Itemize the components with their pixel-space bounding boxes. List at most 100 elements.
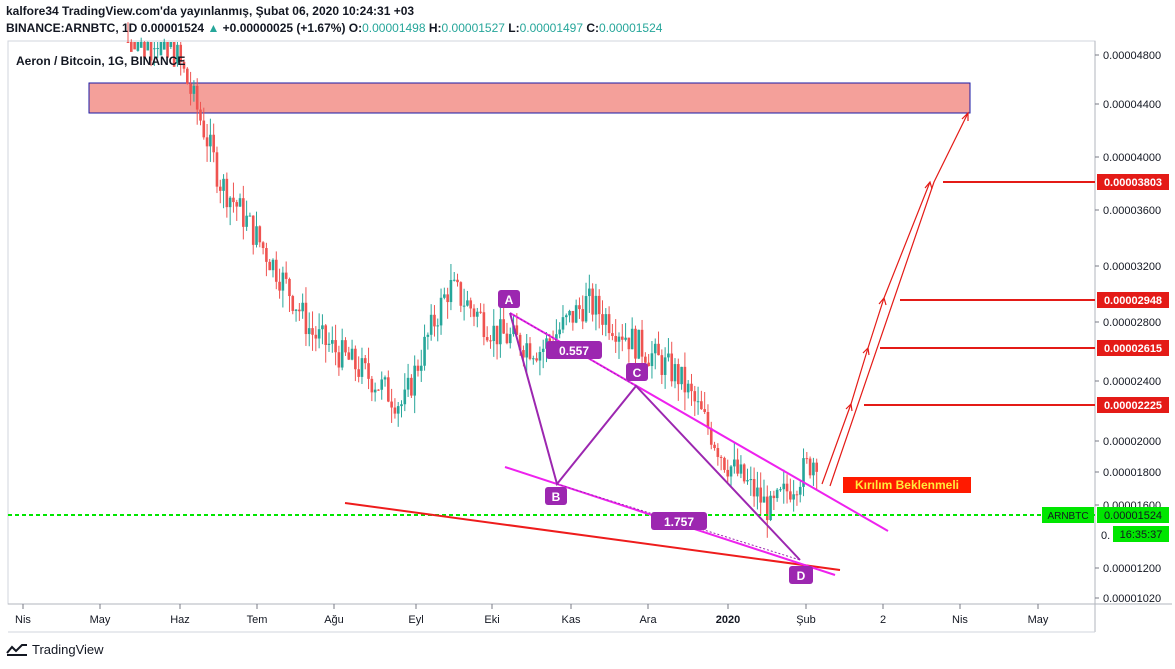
change-arrow-icon: ▲ [207,21,220,35]
arrowhead-5 [961,111,969,121]
candle-body [317,329,321,339]
candle-body [538,352,542,361]
candle-body [255,226,258,245]
target-tag-3[interactable]: 0.00002615 [1104,343,1162,355]
countdown-tag[interactable]: 16:35:37 [1120,529,1163,541]
price-tick-label: 0.00004800 [1103,50,1161,62]
point-b-marker[interactable]: B [545,487,567,505]
candle-body [456,279,459,283]
candle-body [410,377,413,396]
candle-body [752,478,756,497]
candle-body [541,348,545,353]
candle-body [789,491,792,500]
candle-body [568,310,571,316]
point-c-marker[interactable]: C [626,363,648,381]
price-tick-label: 0.00003600 [1103,205,1161,217]
price-tick-label: 0.00004400 [1103,99,1161,111]
candle-body [172,42,176,67]
candle-body [288,278,291,297]
candle-body [360,358,364,377]
point-b-label: B [552,490,561,504]
price-tick-label: 0.00004000 [1103,152,1161,164]
target-tag-4[interactable]: 0.00002225 [1104,400,1162,412]
breakout-box [843,477,971,493]
candle-body [597,295,601,315]
candle-body [657,343,660,356]
time-tick-label: Şub [796,614,816,626]
candle-body [663,357,667,375]
candle-body [505,333,509,344]
point-a-label: A [505,293,514,307]
candle-body [769,495,772,521]
candle-body [139,42,143,48]
candle-body [604,314,608,325]
target-tag-1-bg [1097,174,1169,190]
candle-body [680,366,683,385]
candle-body [433,314,436,327]
candle-body [630,328,634,350]
arrowhead-3 [878,296,887,306]
candle-body [558,329,561,335]
price-chart[interactable]: 0.00004800 0.00004400 0.00004000 0.00003600… [0,0,1175,640]
candle-body [268,261,271,271]
candle-body [515,325,519,335]
candle-body [202,120,206,138]
candle-body [462,305,466,307]
candle-body [278,281,281,291]
candle-body [670,353,674,382]
candle-body [143,42,146,58]
candle-body [235,202,239,207]
candle-body [512,325,515,335]
time-tick-label: Eyl [408,614,423,626]
candle-body [736,459,739,474]
candle-body [274,259,278,282]
time-axis[interactable]: Nis May Haz Tem Ağu Eyl Eki Kas Ara 2020 Şub 2 Nis Ma… [15,604,1049,626]
candle-body [571,310,575,323]
candle-body [713,444,716,449]
candle-body [482,312,486,338]
abcd-pattern[interactable] [509,312,801,561]
candle-body [327,343,331,345]
symbol-interval: BINANCE:ARNBTC, 1D [6,21,138,35]
candle-body [304,302,308,335]
candle-body [591,288,594,315]
current-price-tags: ARNBTC 0.00001524 0. 16:35:37 [1042,507,1169,542]
ratio-ab-marker[interactable]: 0.557 [546,341,602,359]
point-d-marker[interactable]: D [789,566,813,584]
candle-body [693,391,697,402]
breakout-callout[interactable]: Kırılım Beklenmeli [843,477,971,493]
target-tag-1[interactable]: 0.00003803 [1104,177,1162,189]
ratio-bcd-marker[interactable]: 1.757 [651,512,707,530]
candle-body [439,297,443,326]
resistance-zone[interactable] [88,82,971,114]
projection-path-left[interactable] [821,181,931,485]
candle-body [423,336,426,366]
candle-body [683,366,687,393]
point-c-label: C [633,366,642,380]
candle-body [561,317,565,330]
projection-path-right[interactable] [829,112,969,487]
candle-body [703,409,706,412]
symbol-tag[interactable]: ARNBTC [1047,511,1088,522]
candle-body [354,348,357,370]
candles [126,22,819,538]
ratio-ab-box [546,341,602,359]
candle-body [492,325,496,342]
target-tag-2[interactable]: 0.00002948 [1104,295,1162,307]
candle-body [733,459,736,467]
candle-body [344,340,347,353]
candle-body [535,358,538,361]
candle-body [416,365,420,371]
candle-body [644,356,647,363]
point-a-marker[interactable]: A [498,290,520,308]
time-tick-label: Ara [639,614,657,626]
support-line[interactable] [344,502,841,571]
tradingview-footer[interactable]: TradingView [6,642,104,657]
time-tick-label: Tem [247,614,268,626]
price-tag[interactable]: 0.00001524 [1104,510,1162,522]
candle-body [489,340,492,342]
price-axis[interactable]: 0.00004800 0.00004400 0.00004000 0.00003600… [1095,50,1161,605]
candle-body [380,379,384,390]
candle-body [765,496,769,521]
breakout-label: Kırılım Beklenmeli [855,478,959,492]
